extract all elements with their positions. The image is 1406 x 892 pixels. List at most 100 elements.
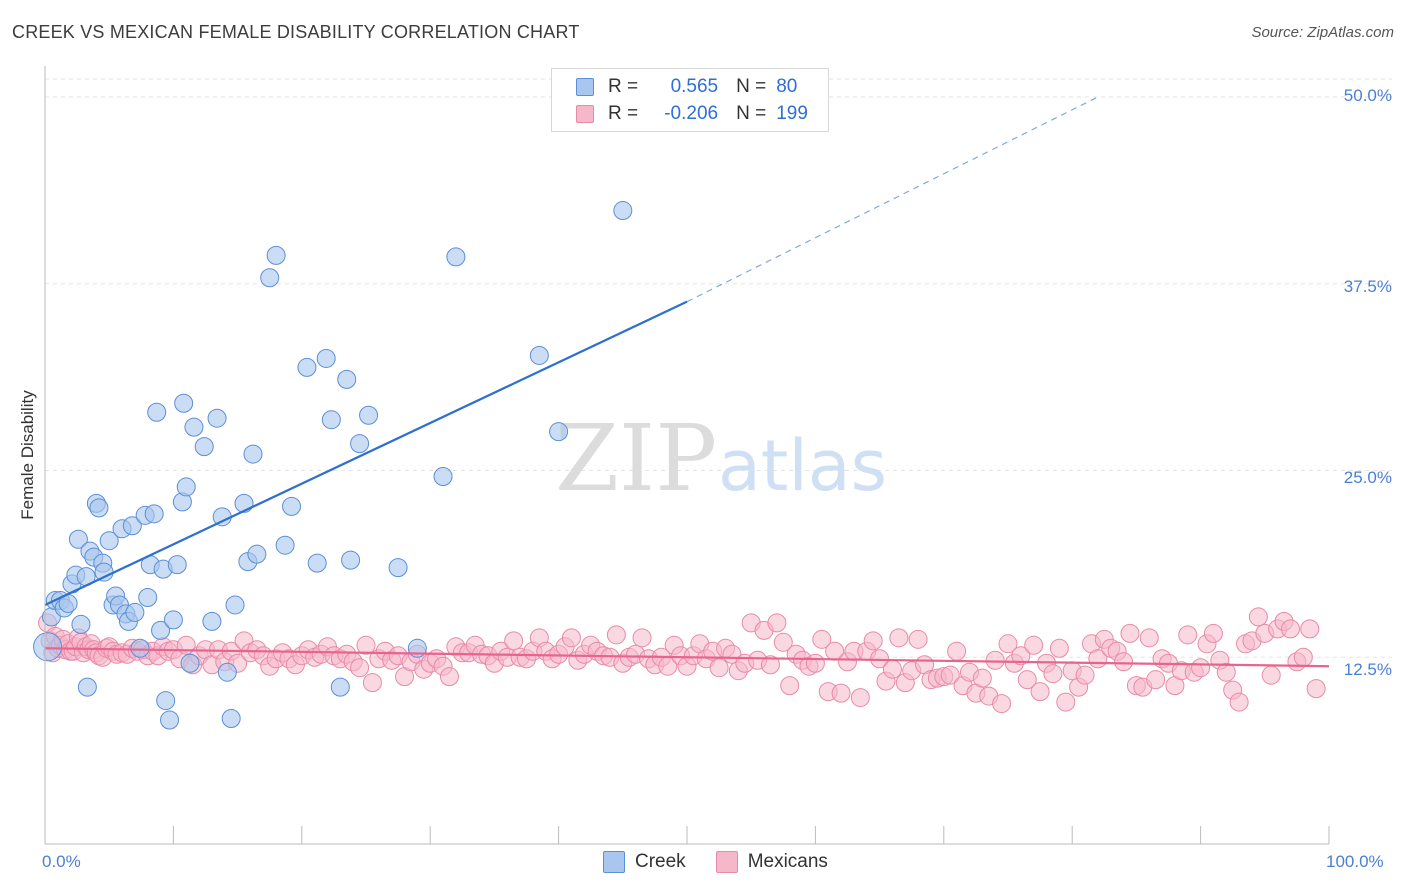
mexicans-trendline — [44, 647, 1330, 668]
creek-point — [163, 610, 183, 630]
r-label: R = — [608, 76, 639, 97]
mexicans-point — [1248, 607, 1268, 627]
mexicans-point — [1293, 647, 1313, 667]
mexicans-point — [773, 632, 793, 652]
creek-point — [144, 504, 164, 524]
series-legend: Creek Mexicans — [603, 851, 858, 873]
x-tick-label-0: 0.0% — [42, 852, 81, 871]
chart-title: CREEK VS MEXICAN FEMALE DISABILITY CORRE… — [12, 22, 580, 42]
mexicans-point — [1114, 652, 1134, 672]
mexicans-point — [709, 658, 729, 678]
mexicans-point — [1017, 670, 1037, 690]
creek-point — [330, 677, 350, 697]
mexicans-point — [350, 658, 370, 678]
mexicans-point — [985, 650, 1005, 670]
legend-row-mexicans: R = -0.206 N = 199 — [576, 102, 808, 126]
creek-point — [446, 247, 466, 267]
creek-point — [247, 544, 267, 564]
legend-row-creek: R = 0.565 N = 80 — [576, 75, 797, 99]
creek-point — [94, 562, 114, 582]
legend-item-mexicans[interactable]: Mexicans — [715, 851, 828, 873]
creek-point — [176, 477, 196, 497]
creek-point — [234, 493, 254, 513]
creek-point — [156, 691, 176, 711]
creek-point — [217, 662, 237, 682]
creek-point — [33, 632, 63, 662]
creek-point — [350, 434, 370, 454]
mexicans-point — [908, 629, 928, 649]
r-label: R = — [608, 103, 639, 124]
mexicans-point — [1120, 623, 1140, 643]
mexicans-point — [972, 668, 992, 688]
mexicans-point — [1300, 619, 1320, 639]
creek-point — [207, 408, 227, 428]
mexicans-point — [356, 635, 376, 655]
legend-item-creek[interactable]: Creek — [603, 851, 686, 873]
creek-point — [138, 587, 158, 607]
n-label: N = — [736, 76, 767, 97]
creek-swatch — [603, 851, 625, 873]
n-value-mexicans: 199 — [776, 103, 808, 124]
mexicans-point — [1043, 664, 1063, 684]
creek-point — [147, 402, 167, 422]
mexicans-point — [882, 659, 902, 679]
mexicans-swatch — [576, 105, 594, 123]
mexicans-point — [998, 634, 1018, 654]
creek-point — [89, 498, 109, 518]
creek-point — [174, 393, 194, 413]
mexicans-point — [439, 667, 459, 687]
creek-point — [260, 268, 280, 288]
mexicans-point — [940, 665, 960, 685]
mexicans-point — [1024, 635, 1044, 655]
mexicans-swatch — [715, 851, 738, 873]
creek-point — [549, 422, 569, 442]
creek-point — [167, 555, 187, 575]
mexicans-point — [863, 631, 883, 651]
mexicans-point — [992, 694, 1012, 714]
creek-point — [341, 550, 361, 570]
mexicans-point — [632, 628, 652, 648]
y-tick-label-25: 25.0% — [1343, 468, 1392, 487]
creek-point — [160, 710, 180, 730]
creek-point — [184, 417, 204, 437]
mexicans-point — [1306, 679, 1326, 699]
creek-point — [307, 553, 327, 573]
creek-point — [194, 437, 214, 457]
mexicans-point — [1203, 623, 1223, 643]
mexicans-point — [812, 629, 832, 649]
mexicans-point — [561, 628, 581, 648]
mexicans-point — [831, 683, 851, 703]
mexicans-point — [780, 676, 800, 696]
mexicans-point — [1229, 692, 1249, 712]
creek-point — [125, 602, 145, 622]
mexicans-point — [1146, 670, 1166, 690]
creek-point — [337, 369, 357, 389]
watermark-atlas: atlas — [718, 425, 887, 507]
mexicans-point — [1049, 638, 1069, 658]
creek-point — [122, 516, 142, 536]
creek-swatch — [576, 78, 594, 96]
creek-point — [243, 444, 263, 464]
watermark-zip: ZIP — [555, 405, 717, 512]
mexicans-point — [1075, 665, 1095, 685]
creek-point — [433, 466, 453, 486]
creek-point — [202, 611, 222, 631]
mexicans-point — [1280, 619, 1300, 639]
mexicans-point — [1191, 658, 1211, 678]
creek-point — [388, 558, 408, 578]
mexicans-point — [1011, 646, 1031, 666]
mexicans-point — [1261, 665, 1281, 685]
mexicans-point — [1056, 692, 1076, 712]
creek-point — [529, 345, 549, 365]
legend-label-mexicans: Mexicans — [747, 851, 828, 872]
creek-point — [321, 410, 341, 430]
creek-point — [297, 357, 317, 377]
creek-point — [613, 201, 633, 221]
mexicans-point — [362, 673, 382, 693]
mexicans-point — [1178, 625, 1198, 645]
mexicans-point — [1030, 682, 1050, 702]
creek-trendline — [44, 300, 688, 606]
y-tick-label-12-5: 12.5% — [1343, 660, 1392, 679]
mexicans-point — [1216, 662, 1236, 682]
